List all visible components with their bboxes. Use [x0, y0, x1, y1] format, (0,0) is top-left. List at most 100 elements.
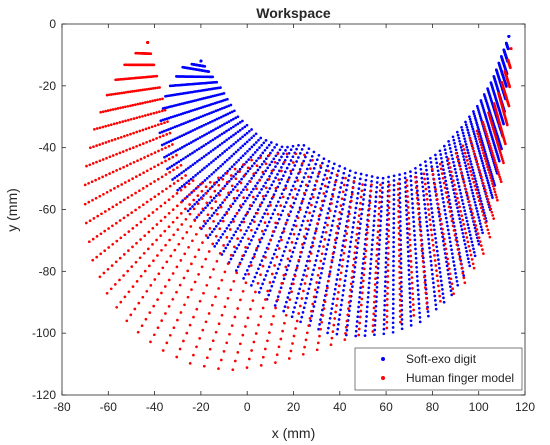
scatter-point: [207, 141, 210, 145]
scatter-point: [400, 290, 403, 293]
scatter-point: [408, 243, 412, 247]
scatter-point: [187, 131, 190, 134]
scatter-point: [460, 172, 463, 175]
scatter-point: [435, 161, 439, 165]
scatter-point: [203, 133, 206, 137]
scatter-point: [450, 174, 454, 178]
scatter-point: [179, 158, 183, 162]
scatter-point: [308, 180, 311, 183]
scatter-point: [475, 121, 478, 125]
scatter-point: [440, 283, 444, 287]
scatter-point: [481, 148, 485, 152]
scatter-point: [386, 246, 390, 250]
scatter-point: [433, 232, 437, 236]
scatter-point: [397, 210, 400, 213]
scatter-point: [238, 128, 242, 132]
scatter-point: [357, 214, 361, 217]
scatter-point: [257, 291, 261, 294]
scatter-point: [495, 196, 498, 199]
scatter-point: [245, 131, 249, 135]
scatter-point: [304, 210, 308, 214]
scatter-point: [101, 110, 105, 114]
scatter-point: [441, 239, 445, 243]
scatter-point: [439, 299, 442, 303]
scatter-point: [236, 182, 239, 186]
scatter-point: [92, 145, 95, 149]
scatter-point: [134, 175, 138, 178]
scatter-point: [335, 304, 338, 307]
scatter-point: [235, 271, 239, 275]
scatter-point: [452, 164, 456, 168]
scatter-point: [319, 259, 323, 263]
scatter-point: [383, 289, 387, 293]
scatter-point: [122, 216, 126, 220]
scatter-point: [288, 249, 292, 252]
scatter-point: [218, 153, 222, 157]
scatter-point: [434, 157, 438, 161]
scatter-point: [493, 190, 497, 194]
scatter-point: [458, 139, 461, 143]
scatter-point: [386, 280, 390, 284]
scatter-point: [285, 155, 289, 159]
scatter-point: [430, 165, 434, 168]
scatter-point: [180, 185, 184, 188]
scatter-point: [267, 177, 271, 181]
scatter-point: [214, 295, 217, 299]
scatter-point: [473, 177, 477, 180]
scatter-point: [399, 257, 403, 261]
scatter-point: [241, 127, 244, 130]
scatter-point: [475, 139, 478, 143]
scatter-point: [466, 128, 470, 132]
scatter-point: [405, 189, 409, 193]
scatter-point: [413, 243, 417, 246]
scatter-point: [391, 321, 395, 325]
scatter-point: [463, 161, 467, 164]
scatter-point: [420, 176, 424, 180]
scatter-point: [304, 264, 308, 268]
scatter-point: [349, 206, 352, 209]
scatter-point: [252, 174, 256, 177]
scatter-point: [372, 219, 376, 223]
scatter-point: [362, 257, 365, 261]
legend-label-human-finger: Human finger model: [406, 371, 514, 385]
scatter-point: [397, 232, 401, 235]
scatter-point: [193, 255, 197, 259]
scatter-point: [397, 204, 400, 208]
scatter-point: [229, 204, 232, 208]
scatter-point: [467, 162, 470, 166]
scatter-point: [158, 86, 161, 89]
scatter-point: [329, 228, 333, 232]
scatter-point: [307, 201, 311, 205]
scatter-point: [132, 117, 136, 120]
scatter-point: [315, 348, 319, 352]
scatter-point: [365, 310, 369, 314]
scatter-point: [406, 250, 410, 254]
scatter-point: [161, 107, 165, 110]
scatter-point: [342, 239, 346, 243]
scatter-point: [149, 182, 153, 186]
scatter-point: [495, 139, 499, 143]
scatter-point: [423, 278, 427, 282]
scatter-point: [466, 240, 470, 244]
scatter-point: [364, 324, 368, 328]
scatter-point: [196, 202, 200, 206]
scatter-point: [375, 285, 379, 289]
scatter-point: [341, 258, 345, 262]
scatter-point: [427, 314, 430, 318]
scatter-point: [331, 255, 335, 259]
scatter-point: [391, 311, 395, 315]
scatter-point: [408, 291, 412, 295]
scatter-point: [240, 177, 243, 181]
scatter-point: [262, 160, 266, 163]
scatter-point: [302, 289, 305, 293]
scatter-point: [151, 211, 155, 214]
scatter-point: [460, 125, 463, 129]
scatter-point: [347, 255, 350, 258]
scatter-point: [342, 284, 346, 287]
scatter-point: [245, 212, 249, 216]
scatter-point: [451, 224, 455, 228]
scatter-point: [249, 260, 253, 264]
scatter-point: [279, 337, 283, 341]
scatter-point: [357, 305, 360, 309]
scatter-point: [278, 148, 282, 152]
